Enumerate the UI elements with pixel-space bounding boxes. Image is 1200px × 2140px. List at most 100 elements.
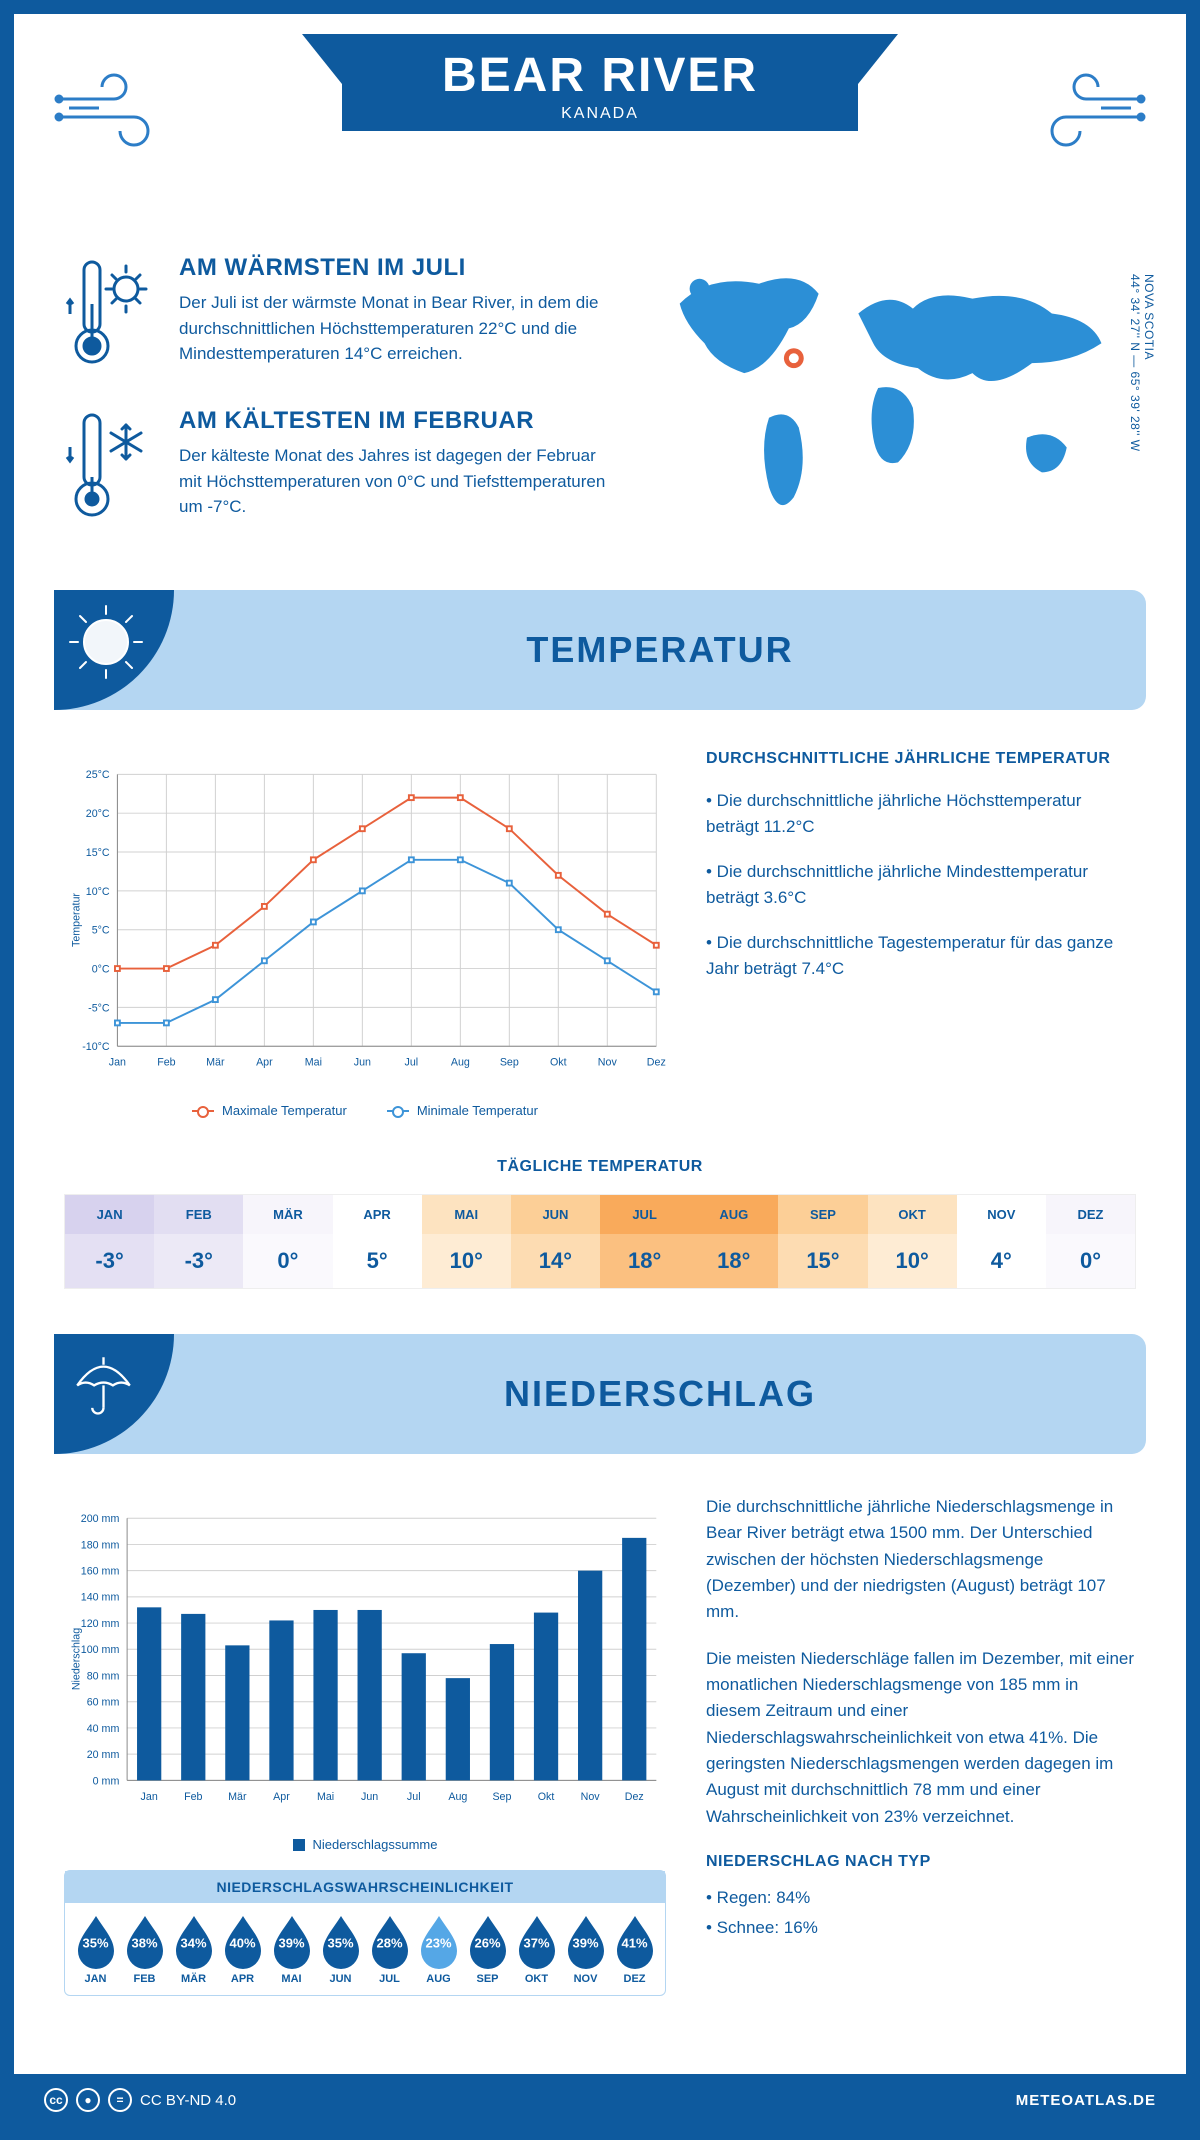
daily-cell: NOV4° <box>957 1195 1046 1288</box>
svg-text:100 mm: 100 mm <box>81 1644 120 1656</box>
cc-icon: cc <box>44 2088 68 2112</box>
probability-drop: 26%SEP <box>463 1913 512 1985</box>
daily-cell: OKT10° <box>868 1195 957 1288</box>
svg-text:25°C: 25°C <box>86 769 110 781</box>
brand-label: METEOATLAS.DE <box>1016 2092 1156 2109</box>
section-title: NIEDERSCHLAG <box>174 1373 1146 1415</box>
svg-text:Sep: Sep <box>492 1791 511 1803</box>
svg-text:120 mm: 120 mm <box>81 1618 120 1630</box>
svg-text:10°C: 10°C <box>86 886 110 898</box>
svg-text:Jun: Jun <box>354 1057 371 1069</box>
title-banner: BEAR RIVER KANADA <box>342 34 858 131</box>
country-label: KANADA <box>442 105 758 123</box>
world-map-svg <box>640 254 1136 532</box>
coords-label: 44° 34' 27'' N — 65° 39' 28'' W <box>1128 274 1142 452</box>
wind-icon <box>1026 59 1146 164</box>
probability-drop: 34%MÄR <box>169 1913 218 1985</box>
world-map: NOVA SCOTIA 44° 34' 27'' N — 65° 39' 28'… <box>640 254 1136 560</box>
svg-text:Mär: Mär <box>206 1057 225 1069</box>
probability-drop: 37%OKT <box>512 1913 561 1985</box>
svg-text:Feb: Feb <box>157 1057 175 1069</box>
precip-text-1: Die durchschnittliche jährliche Niedersc… <box>706 1494 1136 1626</box>
svg-text:160 mm: 160 mm <box>81 1566 120 1578</box>
precipitation-info: Die durchschnittliche jährliche Niedersc… <box>706 1494 1136 1996</box>
license-label: CC BY-ND 4.0 <box>140 2092 236 2109</box>
coldest-fact: AM KÄLTESTEN IM FEBRUAR Der kälteste Mon… <box>64 407 610 532</box>
daily-cell: JUL18° <box>600 1195 689 1288</box>
thermometer-snow-icon <box>64 407 154 532</box>
warmest-fact: AM WÄRMSTEN IM JULI Der Juli ist der wär… <box>64 254 610 379</box>
probability-title: NIEDERSCHLAGSWAHRSCHEINLICHKEIT <box>65 1871 665 1903</box>
svg-text:Nov: Nov <box>598 1057 618 1069</box>
probability-box: NIEDERSCHLAGSWAHRSCHEINLICHKEIT 35%JAN38… <box>64 1870 666 1996</box>
probability-drop: 39%MAI <box>267 1913 316 1985</box>
footer: cc ● = CC BY-ND 4.0 METEOATLAS.DE <box>14 2074 1186 2126</box>
precip-type-title: NIEDERSCHLAG NACH TYP <box>706 1850 1136 1875</box>
daily-cell: JAN-3° <box>65 1195 154 1288</box>
svg-text:Jul: Jul <box>407 1791 421 1803</box>
precip-type-1: • Regen: 84% <box>706 1885 1136 1911</box>
precip-legend: Niederschlagssumme <box>313 1837 438 1852</box>
svg-text:Okt: Okt <box>550 1057 567 1069</box>
svg-text:180 mm: 180 mm <box>81 1539 120 1551</box>
svg-text:Okt: Okt <box>538 1791 555 1803</box>
daily-cell: APR5° <box>333 1195 422 1288</box>
location-title: BEAR RIVER <box>442 48 758 103</box>
thermometer-sun-icon <box>64 254 154 379</box>
probability-drop: 28%JUL <box>365 1913 414 1985</box>
daily-cell: JUN14° <box>511 1195 600 1288</box>
daily-temperature-strip: JAN-3°FEB-3°MÄR0°APR5°MAI10°JUN14°JUL18°… <box>64 1194 1136 1289</box>
svg-text:0°C: 0°C <box>92 963 110 975</box>
sun-icon <box>54 590 174 710</box>
svg-text:Jan: Jan <box>109 1057 126 1069</box>
umbrella-icon <box>54 1334 174 1454</box>
info-b1: • Die durchschnittliche jährliche Höchst… <box>706 788 1136 839</box>
coldest-text: Der kälteste Monat des Jahres ist dagege… <box>179 443 610 520</box>
legend-max: Maximale Temperatur <box>222 1103 347 1118</box>
probability-drop: 35%JUN <box>316 1913 365 1985</box>
warmest-text: Der Juli ist der wärmste Monat in Bear R… <box>179 290 610 367</box>
svg-text:Mär: Mär <box>228 1791 247 1803</box>
svg-text:15°C: 15°C <box>86 847 110 859</box>
svg-text:Nov: Nov <box>581 1791 601 1803</box>
svg-text:Temperatur: Temperatur <box>71 893 83 947</box>
svg-text:60 mm: 60 mm <box>87 1697 120 1709</box>
precip-text-2: Die meisten Niederschläge fallen im Deze… <box>706 1646 1136 1830</box>
daily-cell: MAI10° <box>422 1195 511 1288</box>
svg-text:40 mm: 40 mm <box>87 1723 120 1735</box>
precip-type-2: • Schnee: 16% <box>706 1915 1136 1941</box>
svg-text:Feb: Feb <box>184 1791 202 1803</box>
svg-text:20 mm: 20 mm <box>87 1749 120 1761</box>
daily-cell: FEB-3° <box>154 1195 243 1288</box>
info-b2: • Die durchschnittliche jährliche Mindes… <box>706 859 1136 910</box>
svg-text:Dez: Dez <box>647 1057 666 1069</box>
svg-text:Jul: Jul <box>405 1057 419 1069</box>
probability-drop: 35%JAN <box>71 1913 120 1985</box>
probability-drop: 41%DEZ <box>610 1913 659 1985</box>
svg-text:Mai: Mai <box>317 1791 334 1803</box>
summary-row: AM WÄRMSTEN IM JULI Der Juli ist der wär… <box>14 254 1186 590</box>
daily-cell: SEP15° <box>778 1195 867 1288</box>
svg-text:5°C: 5°C <box>92 925 110 937</box>
svg-text:-10°C: -10°C <box>82 1041 110 1053</box>
wind-icon <box>54 59 174 164</box>
svg-text:Niederschlag: Niederschlag <box>71 1628 83 1690</box>
svg-text:Apr: Apr <box>273 1791 290 1803</box>
temperature-chart: -10°C-5°C0°C5°C10°C15°C20°C25°CJanFebMär… <box>64 750 666 1118</box>
daily-cell: AUG18° <box>689 1195 778 1288</box>
temperature-info: DURCHSCHNITTLICHE JÄHRLICHE TEMPERATUR •… <box>706 750 1136 1118</box>
svg-text:-5°C: -5°C <box>88 1002 110 1014</box>
svg-text:0 mm: 0 mm <box>93 1775 120 1787</box>
daily-cell: DEZ0° <box>1046 1195 1135 1288</box>
svg-text:140 mm: 140 mm <box>81 1592 120 1604</box>
coldest-title: AM KÄLTESTEN IM FEBRUAR <box>179 407 610 435</box>
svg-text:Aug: Aug <box>448 1791 467 1803</box>
probability-drop: 23%AUG <box>414 1913 463 1985</box>
svg-text:Jan: Jan <box>141 1791 158 1803</box>
probability-drop: 38%FEB <box>120 1913 169 1985</box>
probability-drop: 39%NOV <box>561 1913 610 1985</box>
daily-title: TÄGLICHE TEMPERATUR <box>14 1158 1186 1176</box>
svg-text:Apr: Apr <box>256 1057 273 1069</box>
svg-text:Sep: Sep <box>500 1057 519 1069</box>
warmest-title: AM WÄRMSTEN IM JULI <box>179 254 610 282</box>
